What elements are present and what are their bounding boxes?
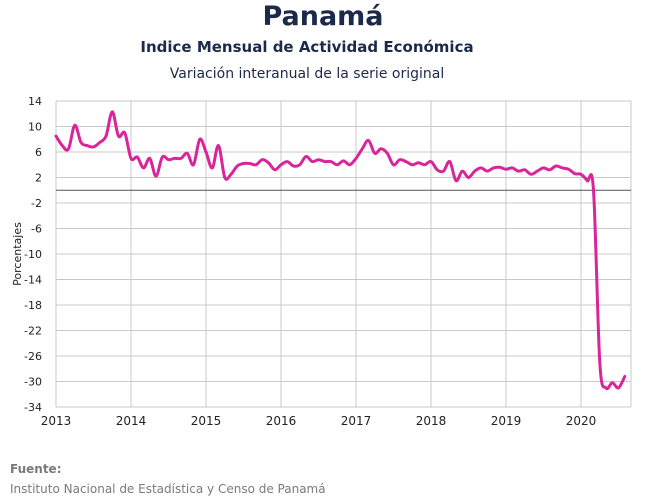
x-tick-label: 2014 <box>116 414 147 428</box>
x-tick-label: 2019 <box>491 414 522 428</box>
x-tick-label: 2015 <box>191 414 222 428</box>
y-tick-label: 6 <box>35 146 42 159</box>
y-tick-label: 10 <box>28 121 42 134</box>
chart-subtitle: Indice Mensual de Actividad Económica <box>140 38 474 56</box>
y-tick-label: -2 <box>31 197 42 210</box>
x-tick-label: 2016 <box>266 414 297 428</box>
y-tick-label: -26 <box>24 350 42 363</box>
y-tick-label: -30 <box>24 376 42 389</box>
y-tick-label: -22 <box>24 325 42 338</box>
source-label: Fuente: <box>10 462 62 476</box>
y-tick-label: 14 <box>28 95 42 108</box>
y-tick-label: 2 <box>35 172 42 185</box>
x-tick-label: 2018 <box>416 414 447 428</box>
y-tick-label: -18 <box>24 299 42 312</box>
chart-description: Variación interanual de la serie origina… <box>169 66 445 82</box>
source-text: Instituto Nacional de Estadística y Cens… <box>10 482 326 496</box>
y-tick-label: -14 <box>24 274 42 287</box>
x-tick-label: 2017 <box>341 414 372 428</box>
y-tick-label: -10 <box>24 248 42 261</box>
series-line <box>54 110 627 391</box>
y-tick-label: -34 <box>24 401 42 414</box>
y-tick-label: -6 <box>31 223 42 236</box>
chart-title: Panamá <box>262 1 384 32</box>
x-tick-label: 2020 <box>566 414 597 428</box>
x-tick-label: 2013 <box>41 414 72 428</box>
y-axis-label: Porcentajes <box>11 222 24 286</box>
